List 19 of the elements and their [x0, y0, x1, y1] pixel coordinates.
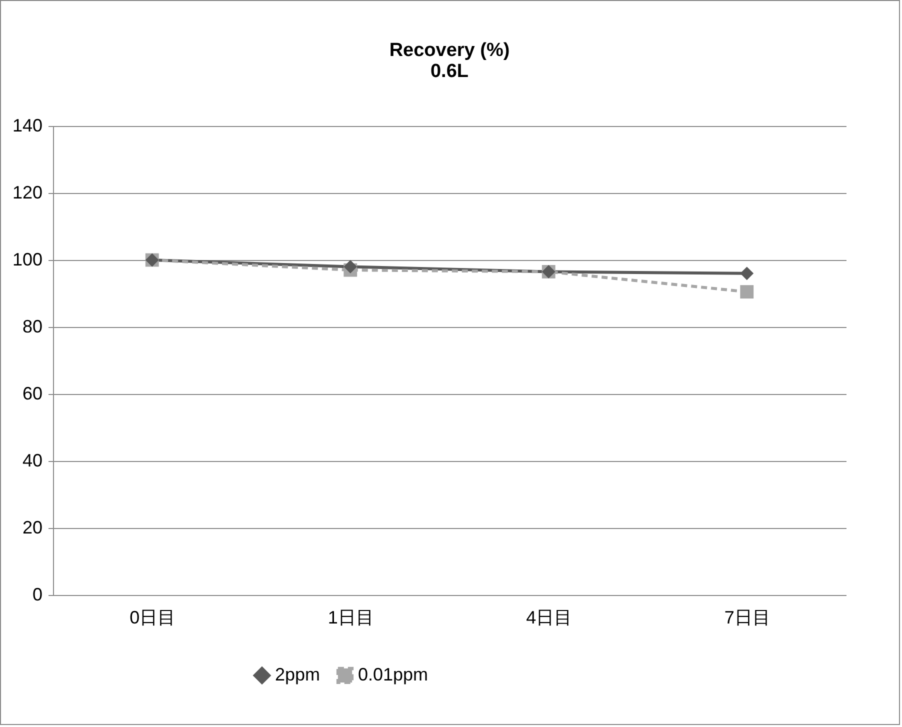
y-tick-label: 40: [22, 450, 42, 470]
y-tick-label: 60: [22, 384, 42, 404]
y-tick-label: 20: [22, 518, 42, 538]
point: [740, 266, 754, 280]
point: [740, 285, 754, 299]
point: [344, 260, 358, 274]
y-tick-label: 0: [32, 584, 42, 604]
x-tick-label: 1日目: [328, 608, 374, 628]
y-tick-label: 100: [12, 250, 42, 270]
x-tick-label: 7日目: [724, 608, 770, 628]
y-tick-label: 120: [12, 182, 42, 202]
chart-title: Recovery (%): [389, 40, 510, 61]
y-tick-label: 140: [12, 116, 42, 136]
x-tick-label: 0日目: [130, 608, 176, 628]
y-tick-label: 80: [22, 316, 42, 336]
legend-label: 2ppm: [275, 664, 320, 684]
x-tick-label: 4日目: [526, 608, 572, 628]
legend-label: 0.01ppm: [358, 664, 428, 684]
chart-subtitle: 0.6L: [430, 61, 469, 82]
